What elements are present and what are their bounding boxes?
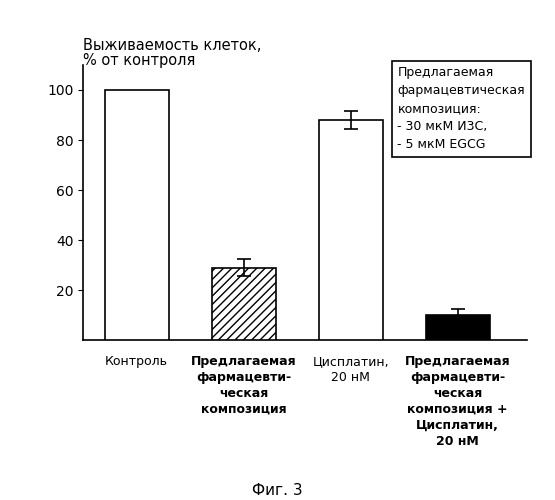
Text: % от контроля: % от контроля (83, 52, 195, 68)
Text: Цисплатин,
20 нМ: Цисплатин, 20 нМ (312, 355, 389, 384)
Text: Предлагаемая
фармацевти-
ческая
композиция: Предлагаемая фармацевти- ческая композиц… (191, 355, 296, 416)
Text: Предлагаемая
фармацевтическая
композиция:
- 30 мкМ И3С,
- 5 мкМ EGCG: Предлагаемая фармацевтическая композиция… (397, 66, 525, 152)
Text: Контроль: Контроль (105, 355, 168, 368)
Bar (105, 90, 169, 340)
Bar (319, 120, 383, 340)
Bar (211, 268, 276, 340)
Text: Выживаемость клеток,: Выживаемость клеток, (83, 38, 261, 52)
Text: Фиг. 3: Фиг. 3 (252, 483, 303, 498)
Bar (426, 315, 490, 340)
Text: Предлагаемая
фармацевти-
ческая
композиция +
Цисплатин,
20 нМ: Предлагаемая фармацевти- ческая композиц… (405, 355, 511, 448)
